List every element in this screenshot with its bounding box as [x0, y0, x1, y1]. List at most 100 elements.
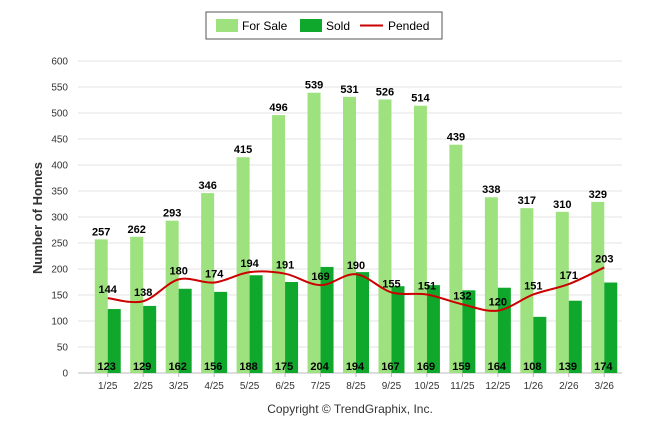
for-sale-value-label: 539	[305, 80, 323, 92]
y-tick-label: 550	[51, 83, 68, 94]
x-tick-label: 3/25	[169, 381, 189, 392]
for-sale-bar	[449, 144, 463, 373]
sold-bar	[426, 285, 440, 373]
for-sale-value-label: 329	[589, 189, 607, 201]
sold-value-label: 139	[559, 361, 577, 373]
sold-bar	[533, 316, 547, 373]
y-tick-label: 500	[51, 109, 68, 120]
x-tick-label: 2/25	[133, 381, 153, 392]
x-tick-label: 12/25	[485, 381, 510, 392]
for-sale-value-label: 310	[553, 199, 571, 211]
y-tick-label: 200	[51, 265, 68, 276]
x-tick-label: 1/25	[98, 381, 118, 392]
x-tick-label: 1/26	[524, 381, 544, 392]
sold-value-label: 156	[204, 361, 222, 373]
y-tick-label: 350	[51, 187, 68, 198]
y-axis-label: Number of Homes	[30, 162, 45, 274]
for-sale-bar	[484, 197, 498, 373]
copyright-text: Copyright © TrendGraphix, Inc.	[267, 402, 433, 416]
for-sale-value-label: 514	[411, 93, 430, 105]
y-tick-label: 100	[51, 317, 68, 328]
y-tick-label: 150	[51, 291, 68, 302]
for-sale-legend-swatch	[216, 19, 238, 32]
bars	[94, 92, 618, 373]
sold-value-label: 164	[488, 361, 507, 373]
sold-value-label: 123	[98, 361, 116, 373]
y-tick-label: 600	[51, 57, 68, 68]
pended-value-label: 203	[595, 253, 613, 265]
sold-value-label: 175	[275, 361, 293, 373]
sold-bar	[214, 291, 228, 373]
x-tick-label: 2/26	[559, 381, 579, 392]
sold-value-label: 108	[523, 361, 541, 373]
y-tick-label: 400	[51, 161, 68, 172]
pended-value-label: 155	[382, 278, 400, 290]
pended-value-label: 190	[347, 260, 365, 272]
pended-value-label: 194	[240, 258, 259, 270]
sold-value-label: 188	[239, 361, 257, 373]
sold-bar	[604, 282, 618, 373]
x-tick-label: 8/25	[346, 381, 366, 392]
x-tick-label: 10/25	[414, 381, 439, 392]
sold-value-label: 162	[168, 361, 186, 373]
for-sale-bar	[307, 92, 321, 373]
y-tick-label: 0	[62, 369, 68, 380]
pended-value-label: 169	[311, 271, 329, 283]
pended-line	[107, 266, 605, 312]
x-tick-label: 7/25	[311, 381, 331, 392]
sold-bar	[356, 272, 369, 373]
sold-bar	[568, 300, 582, 373]
sold-bar	[107, 309, 121, 373]
pended-legend-label: Pended	[388, 19, 429, 33]
sold-bar	[391, 286, 405, 373]
for-sale-value-label: 531	[340, 84, 358, 96]
for-sale-value-label: 262	[128, 224, 146, 236]
for-sale-bar	[343, 96, 356, 373]
pended-value-label: 171	[560, 270, 578, 282]
sold-value-label: 174	[594, 361, 613, 373]
for-sale-value-label: 317	[518, 195, 536, 207]
for-sale-value-label: 526	[376, 86, 394, 98]
sold-legend-label: Sold	[326, 19, 350, 33]
for-sale-bar	[236, 157, 250, 373]
sold-value-label: 169	[417, 361, 435, 373]
for-sale-value-label: 439	[447, 132, 465, 144]
sold-bar	[249, 275, 263, 373]
data-labels: 257 123 144 262 129 138 293 162 180 346 156 174 415 1…	[92, 80, 613, 373]
for-sale-value-label: 496	[269, 102, 287, 114]
sold-value-label: 159	[452, 361, 470, 373]
for-sale-bar	[520, 208, 534, 373]
for-sale-bar	[272, 115, 286, 373]
x-axis-ticks: 1/25 2/25 3/25 4/25 5/25 6/25 7/25 8/25 9/25 10/2…	[98, 373, 614, 392]
pended-value-label: 138	[134, 287, 152, 299]
y-tick-label: 450	[51, 135, 68, 146]
for-sale-bar	[555, 211, 569, 373]
y-tick-label: 50	[57, 343, 69, 354]
sold-bar	[143, 305, 157, 373]
pended-value-label: 151	[524, 280, 542, 292]
x-tick-label: 4/25	[204, 381, 224, 392]
for-sale-value-label: 257	[92, 226, 110, 238]
for-sale-value-label: 293	[163, 208, 181, 220]
for-sale-bar	[165, 220, 179, 373]
for-sale-value-label: 415	[234, 144, 252, 156]
for-sale-bar	[413, 105, 427, 373]
for-sale-bar	[591, 201, 605, 373]
sold-value-label: 194	[346, 361, 365, 373]
for-sale-bar	[94, 239, 108, 373]
for-sale-legend-label: For Sale	[242, 19, 288, 33]
pended-value-label: 180	[169, 265, 187, 277]
sold-value-label: 204	[310, 361, 329, 373]
x-tick-label: 3/26	[595, 381, 615, 392]
sold-legend-swatch	[300, 19, 322, 32]
x-tick-label: 11/25	[450, 381, 475, 392]
legend-box	[205, 11, 443, 40]
pended-value-label: 191	[276, 260, 294, 272]
for-sale-value-label: 338	[482, 184, 500, 196]
pended-value-label: 144	[99, 284, 118, 296]
pended-series-line	[107, 266, 605, 312]
sold-bar	[462, 290, 476, 373]
y-tick-label: 250	[51, 239, 68, 250]
y-tick-label: 300	[51, 213, 68, 224]
